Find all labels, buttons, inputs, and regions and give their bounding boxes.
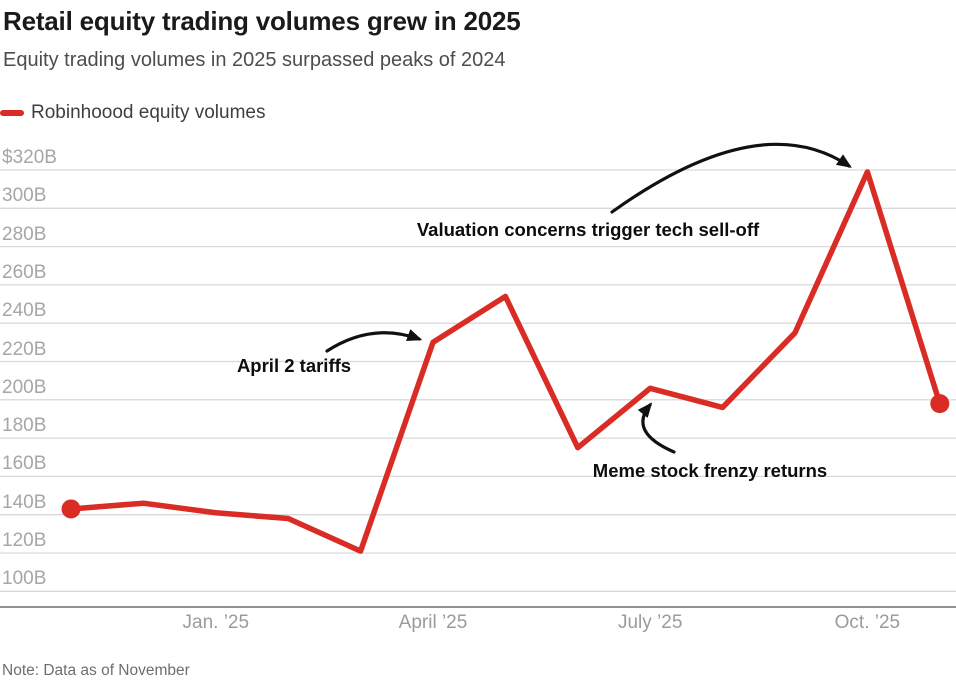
chart-title: Retail equity trading volumes grew in 20… [3, 6, 521, 36]
y-axis-tick-label: 300B [2, 185, 47, 207]
x-axis-tick-label: Oct. ’25 [834, 612, 901, 633]
legend-line-swatch [0, 110, 24, 116]
series-start-dot [61, 499, 81, 519]
y-axis-tick-label: 120B [2, 530, 47, 551]
annotation-arrow-april-tariffs [325, 329, 423, 353]
chart-subtitle: Equity trading volumes in 2025 surpassed… [3, 49, 506, 71]
legend-label: Robinhoood equity volumes [31, 102, 266, 123]
series-line [68, 169, 943, 554]
x-axis-tick-label: July ’25 [617, 612, 683, 633]
y-axis-tick-label: 100B [2, 568, 47, 590]
y-axis-tick-label: 240B [2, 300, 47, 322]
y-axis-tick-label: 260B [2, 261, 47, 283]
y-axis-tick-label: 160B [2, 453, 47, 475]
x-axis-tick-label: Jan. ’25 [182, 612, 250, 633]
annotation-arrow-valuation-selloff [610, 142, 852, 214]
y-axis-tick-label: 140B [2, 491, 47, 513]
legend: Robinhoood equity volumes [0, 102, 266, 124]
y-axis-tick-label: $320B [2, 147, 57, 168]
x-axis-tick-label: April ’25 [398, 612, 468, 633]
gridlines [0, 169, 956, 592]
annotation-valuation-selloff: Valuation concerns trigger tech sell-off [416, 219, 760, 240]
source-note: Note: Data as of November [2, 662, 190, 679]
y-axis-tick-label: 200B [2, 376, 47, 398]
annotation-april-tariffs: April 2 tariffs [236, 355, 352, 376]
y-axis-tick-label: 180B [2, 415, 47, 437]
annotation-meme-stock: Meme stock frenzy returns [592, 460, 828, 481]
annotation-arrow-meme-stock [637, 402, 676, 454]
series-end-dot [930, 394, 950, 414]
y-axis-tick-label: 220B [2, 338, 47, 360]
y-axis-tick-label: 280B [2, 223, 47, 245]
